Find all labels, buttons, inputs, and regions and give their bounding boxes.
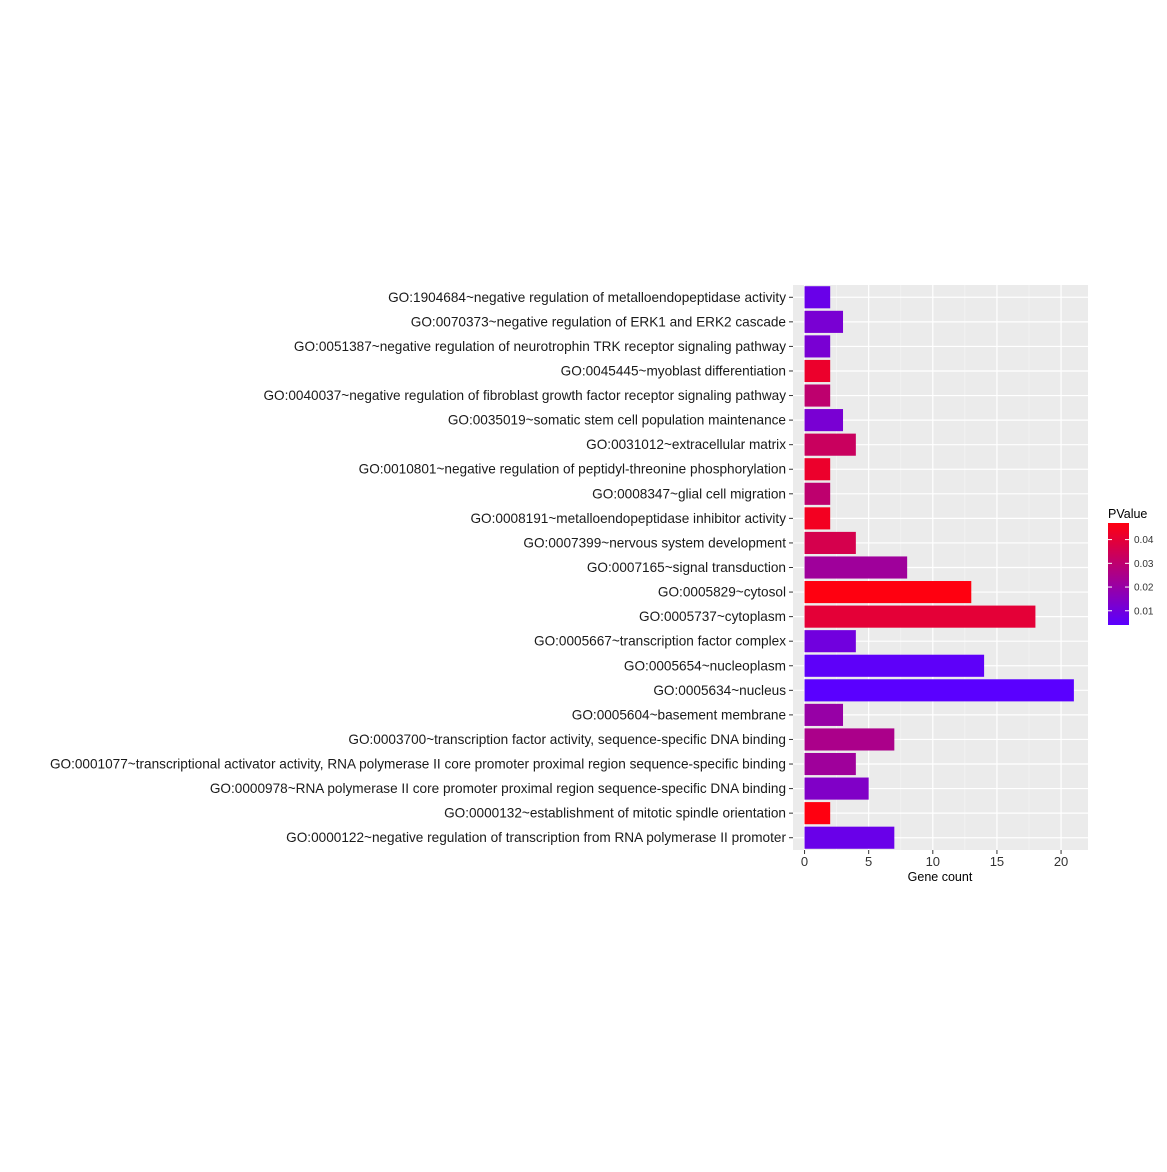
bar [804,802,831,825]
x-tick-label: 0 [801,854,808,869]
legend-tick-label: 0.04 [1134,535,1154,546]
y-tick-label: GO:0051387~negative regulation of neurot… [294,339,786,354]
x-tick-label: 10 [926,854,940,869]
y-tick-label: GO:0005654~nucleoplasm [624,658,786,673]
bar [804,752,856,776]
legend-tick-label: 0.01 [1134,606,1154,617]
y-tick-label: GO:0000132~establishment of mitotic spin… [444,806,786,821]
y-tick-label: GO:0005829~cytosol [658,585,786,600]
y-tick-label: GO:0070373~negative regulation of ERK1 a… [411,314,786,329]
bar [804,654,985,677]
bar [804,777,869,800]
legend: PValue 0.01 0.02 0.03 0.04 [1108,507,1154,625]
y-tick-label: GO:0031012~extracellular matrix [586,437,786,452]
x-axis-title: Gene count [908,870,973,884]
x-axis: 0 5 10 15 20 [801,850,1068,869]
y-tick-label: GO:1904684~negative regulation of metall… [388,290,786,305]
bar [804,335,831,358]
bars [804,286,1074,849]
y-tick-label: GO:0005634~nucleus [653,683,786,698]
bar [804,581,972,604]
x-tick-label: 15 [990,854,1004,869]
y-tick-label: GO:0005737~cytoplasm [639,609,786,624]
legend-colorbar [1108,523,1129,625]
y-tick-label: GO:0001077~transcriptional activator act… [50,757,786,772]
bar [804,679,1074,702]
bar [804,409,844,432]
legend-tick-label: 0.03 [1134,559,1154,570]
y-tick-label: GO:0000122~negative regulation of transc… [286,830,786,845]
y-tick-label: GO:0010801~negative regulation of peptid… [359,462,786,477]
bar [804,531,856,554]
x-tick-label: 5 [865,854,872,869]
bar [804,630,856,653]
bar [804,556,908,579]
y-tick-label: GO:0005667~transcription factor complex [534,634,786,649]
bar [804,703,844,726]
y-tick-label: GO:0008347~glial cell migration [592,486,786,501]
bar [804,458,831,481]
bar [804,310,844,333]
bar [804,384,831,407]
bar [804,605,1036,628]
y-tick-label: GO:0007165~signal transduction [587,560,786,575]
bar [804,482,831,505]
y-axis-labels: GO:1904684~negative regulation of metall… [50,290,793,845]
y-tick-label: GO:0000978~RNA polymerase II core promot… [210,781,786,796]
bar [804,433,856,456]
bar [804,359,831,383]
bar [804,728,895,751]
bar [804,507,831,530]
y-tick-label: GO:0008191~metalloendopeptidase inhibito… [470,511,786,526]
y-tick-label: GO:0005604~basement membrane [572,707,786,722]
x-tick-label: 20 [1054,854,1068,869]
y-tick-label: GO:0040037~negative regulation of fibrob… [263,388,786,403]
bar [804,826,895,849]
legend-title: PValue [1108,507,1147,521]
legend-tick-label: 0.02 [1134,583,1154,594]
y-tick-label: GO:0007399~nervous system development [523,535,786,550]
y-tick-label: GO:0003700~transcription factor activity… [348,732,786,747]
y-tick-label: GO:0035019~somatic stem cell population … [448,413,786,428]
y-tick-label: GO:0045445~myoblast differentiation [561,363,786,378]
bar [804,286,831,309]
